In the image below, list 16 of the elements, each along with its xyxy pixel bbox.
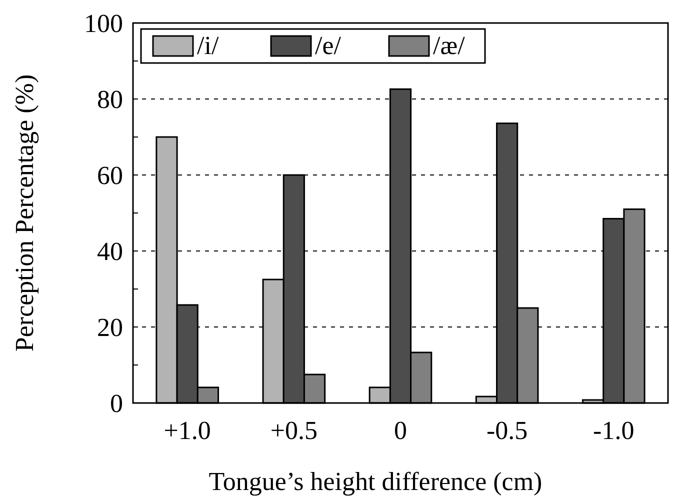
- x-tick-label: +1.0: [164, 416, 211, 445]
- y-tick-label: 100: [84, 9, 123, 38]
- x-tick-label: 0: [394, 416, 407, 445]
- legend-label: /æ/: [433, 31, 466, 60]
- legend-label: /i/: [197, 31, 220, 60]
- y-axis-title: Perception Percentage (%): [10, 74, 39, 352]
- x-tick-label: -0.5: [486, 416, 528, 445]
- x-tick-label: +0.5: [270, 416, 318, 445]
- y-tick-label: 20: [97, 313, 123, 342]
- y-tick-label: 80: [97, 85, 123, 114]
- y-tick-label: 60: [97, 161, 123, 190]
- x-tick-label: -1.0: [593, 416, 634, 445]
- y-tick-label: 0: [110, 389, 123, 418]
- x-axis-title: Tongue’s height difference (cm): [208, 467, 542, 496]
- legend-label: /e/: [315, 31, 342, 60]
- y-tick-label: 40: [97, 237, 123, 266]
